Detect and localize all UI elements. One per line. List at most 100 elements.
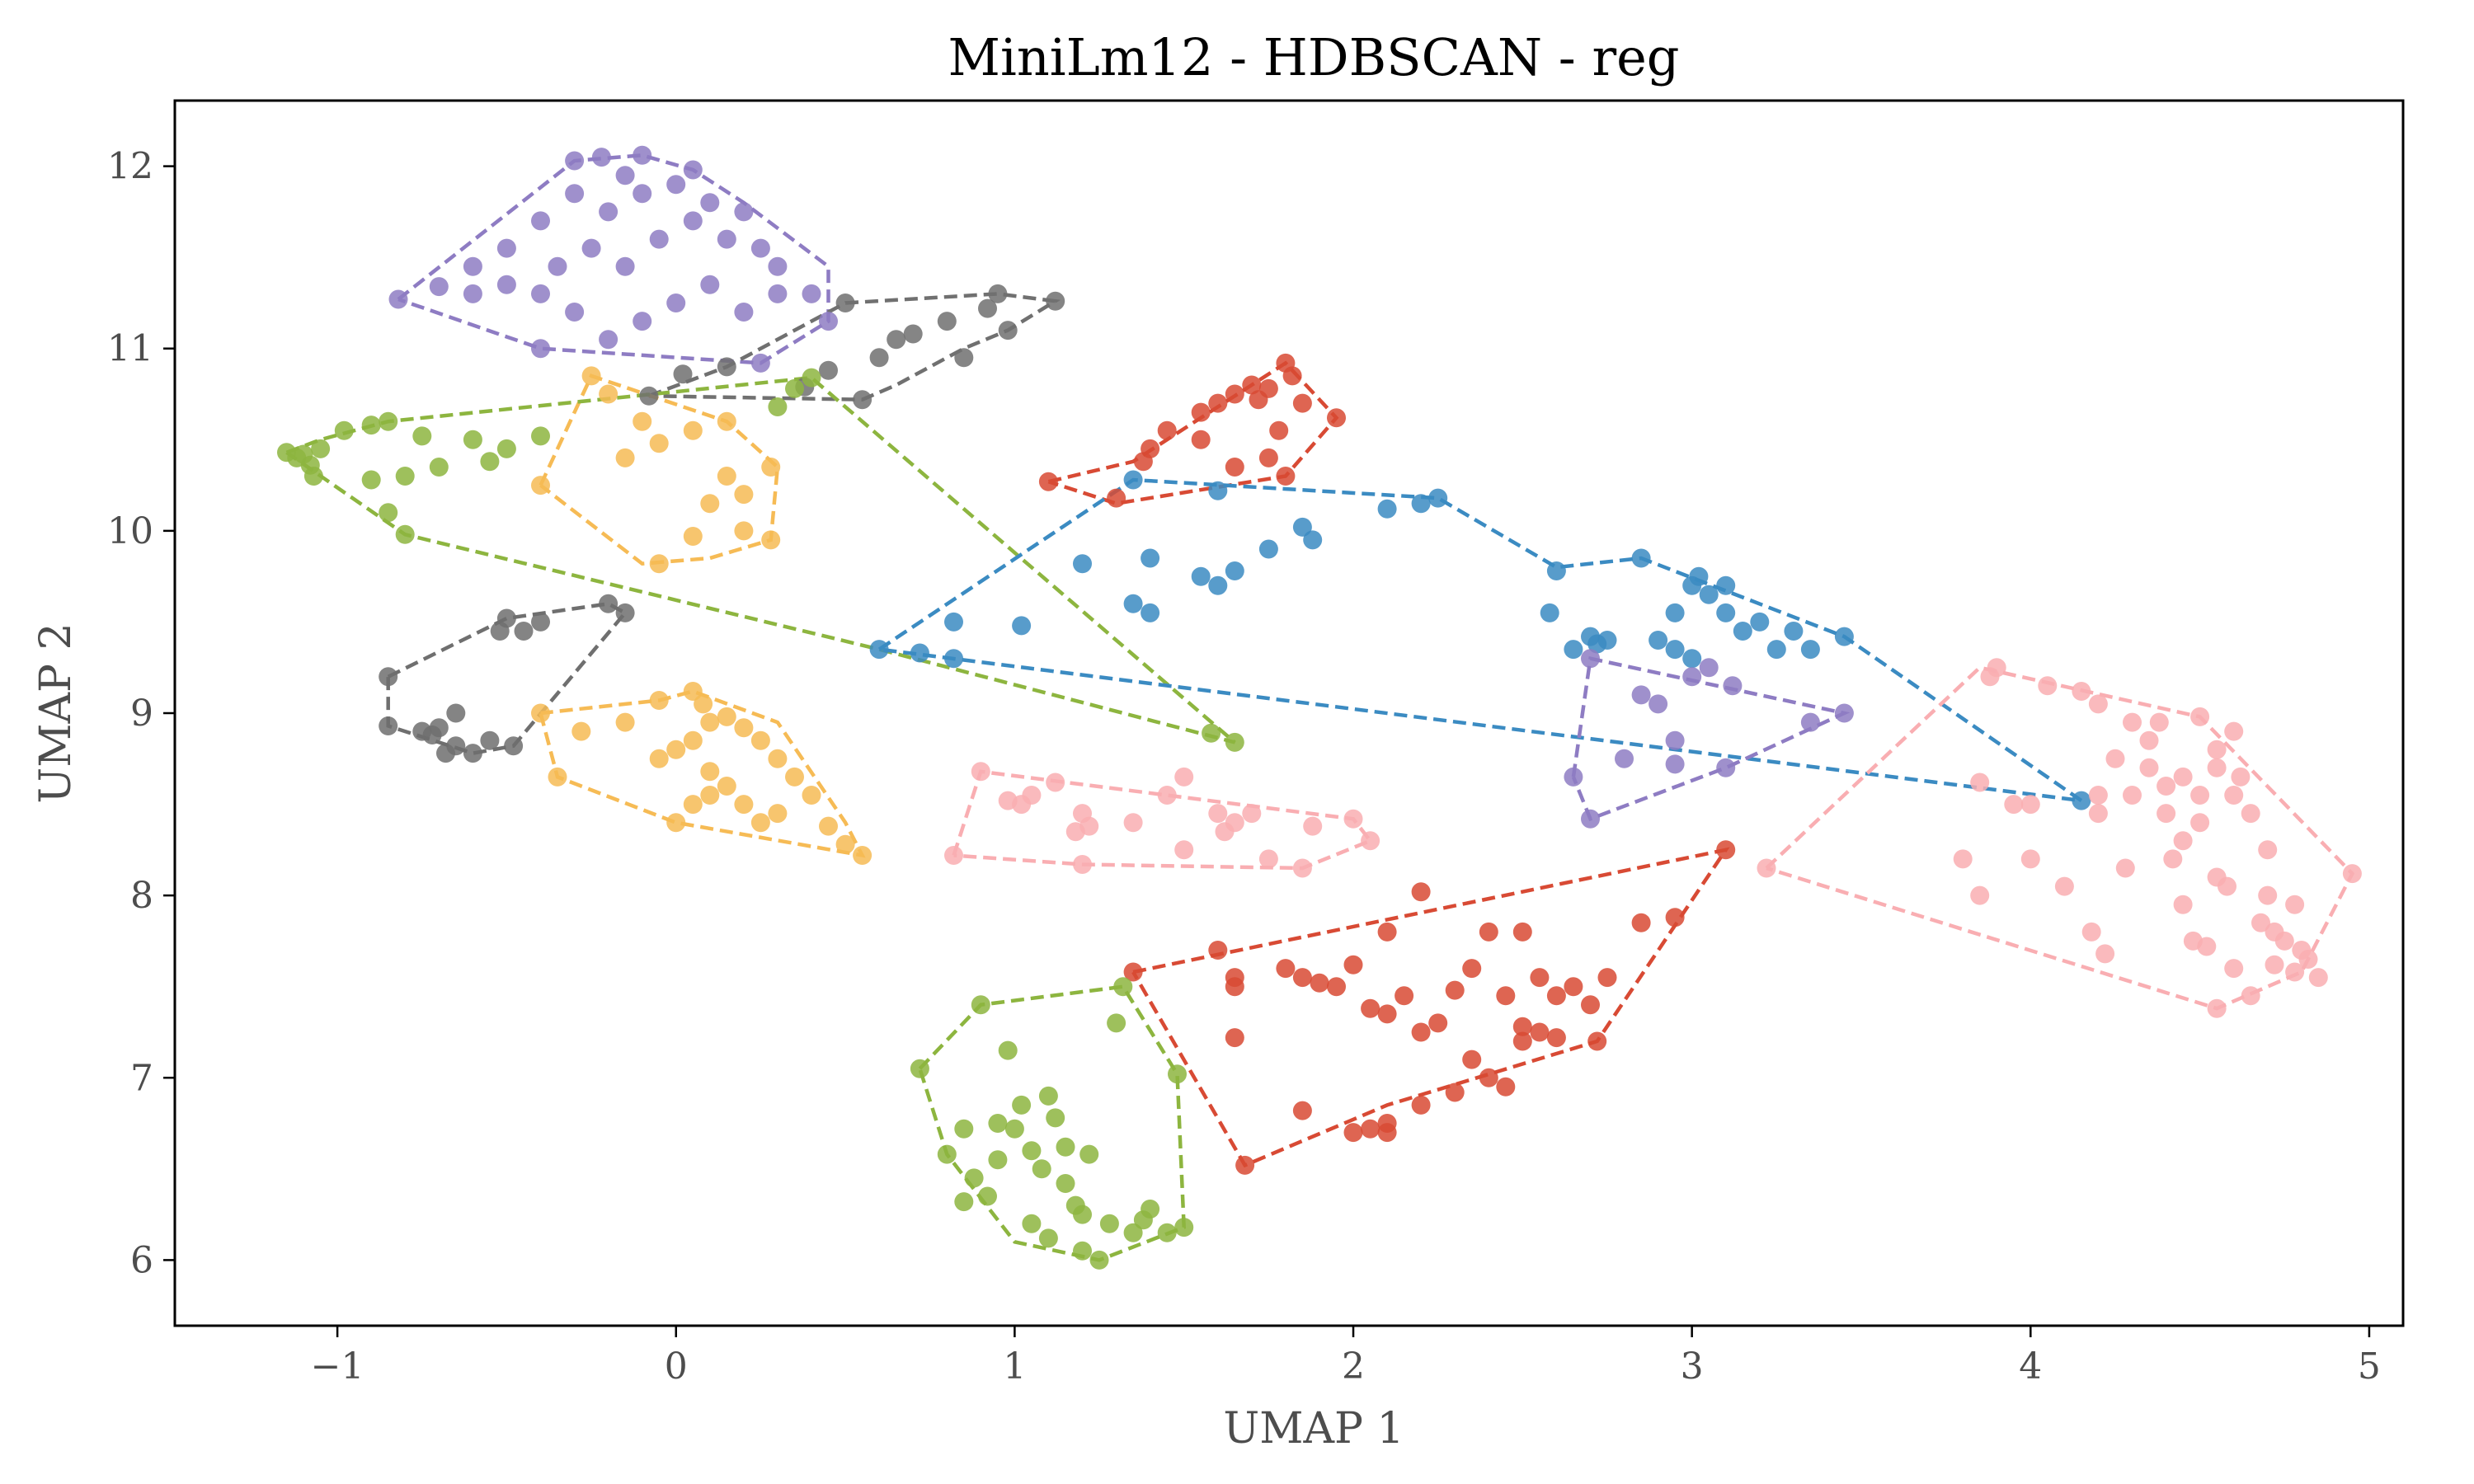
cluster-6-point xyxy=(1723,676,1743,696)
cluster-12-point xyxy=(2207,998,2227,1018)
cluster-hull-6 xyxy=(1571,655,1851,822)
y-tick-label: 10 xyxy=(107,510,153,552)
cluster-2-point xyxy=(683,527,703,546)
cluster-10-point xyxy=(1716,840,1736,860)
cluster-hulls xyxy=(285,153,2355,1262)
cluster-12-point xyxy=(2081,922,2101,942)
cluster-11-point xyxy=(1022,1214,1042,1233)
cluster-8-point xyxy=(683,682,703,701)
cluster-3-point xyxy=(1225,732,1244,752)
cluster-10-point xyxy=(1208,941,1228,960)
cluster-8-point xyxy=(768,749,788,768)
cluster-12-point xyxy=(2088,694,2108,714)
cluster-2-point xyxy=(581,366,601,386)
y-axis-ticks: 6 7 8 9 10 11 12 xyxy=(107,146,175,1281)
cluster-10-point xyxy=(1496,986,1516,1006)
cluster-0-point xyxy=(768,284,788,303)
cluster-11-point xyxy=(1038,1228,1058,1248)
cluster-10-point xyxy=(1496,1077,1516,1097)
cluster-2-point xyxy=(615,448,635,467)
cluster-12-point xyxy=(2038,676,2058,696)
cluster-5-point xyxy=(2072,791,2091,810)
cluster-11-point xyxy=(1032,1159,1051,1179)
y-tick-label: 6 xyxy=(130,1239,153,1281)
cluster-9-point xyxy=(1303,816,1323,836)
cluster-5-point xyxy=(1597,631,1617,650)
cluster-5-point xyxy=(1716,603,1736,622)
cluster-4-point xyxy=(1141,439,1160,458)
cluster-12-point xyxy=(2088,786,2108,805)
cluster-hull-3 xyxy=(285,375,1236,744)
cluster-hull-7 xyxy=(386,601,628,755)
cluster-0-point xyxy=(649,229,669,249)
cluster-11-point xyxy=(1056,1137,1075,1157)
cluster-0-point xyxy=(717,229,736,249)
cluster-8-point xyxy=(785,767,804,787)
cluster-10-point xyxy=(1377,1123,1397,1143)
cluster-12-point xyxy=(2258,885,2278,905)
cluster-5-point xyxy=(1689,566,1709,586)
cluster-0-point xyxy=(565,184,585,204)
cluster-6-point xyxy=(1564,767,1583,787)
y-tick-label: 11 xyxy=(107,328,153,370)
cluster-6-point xyxy=(1581,649,1600,669)
cluster-0-point xyxy=(615,256,635,276)
cluster-12-point xyxy=(2123,712,2142,732)
cluster-1-point xyxy=(717,357,736,377)
cluster-8-point xyxy=(734,718,754,738)
cluster-11-point xyxy=(978,1186,997,1206)
cluster-2-point xyxy=(761,530,781,550)
cluster-3-point xyxy=(802,368,821,387)
cluster-12-point xyxy=(2139,758,2159,777)
cluster-4-point xyxy=(1276,467,1296,486)
cluster-5-point xyxy=(869,640,889,660)
cluster-1-point xyxy=(819,360,838,380)
cluster-11-point xyxy=(1133,1210,1153,1230)
cluster-5-point xyxy=(910,643,929,663)
cluster-5-point xyxy=(1540,603,1559,622)
cluster-12-point xyxy=(2251,913,2270,932)
cluster-5-point xyxy=(1665,603,1685,622)
cluster-0-point xyxy=(666,175,686,195)
cluster-9-point xyxy=(1292,858,1312,878)
x-tick-label: 5 xyxy=(2358,1345,2381,1388)
cluster-9-point xyxy=(1242,804,1262,824)
chart-title: MiniLm12 - HDBSCAN - reg xyxy=(948,27,1680,87)
cluster-10-point xyxy=(1395,986,1414,1006)
cluster-8-point xyxy=(649,691,669,710)
cluster-8-point xyxy=(666,740,686,759)
cluster-2-point xyxy=(649,554,669,574)
cluster-6-point xyxy=(1682,667,1702,687)
cluster-4-point xyxy=(1157,420,1177,440)
cluster-3-point xyxy=(1202,723,1221,743)
cluster-11-point xyxy=(1004,1119,1024,1139)
cluster-5-point xyxy=(1631,548,1651,568)
cluster-0-point xyxy=(700,275,720,294)
cluster-12-point xyxy=(2105,749,2125,768)
cluster-12-point xyxy=(2190,786,2210,805)
cluster-0-point xyxy=(463,284,482,303)
cluster-0-point xyxy=(496,275,516,294)
cluster-8-point xyxy=(615,712,635,732)
x-tick-label: 4 xyxy=(2019,1345,2042,1388)
cluster-2-point xyxy=(734,521,754,541)
cluster-7-point xyxy=(379,667,398,687)
cluster-12-point xyxy=(2224,786,2244,805)
cluster-12-point xyxy=(2163,849,2183,869)
cluster-11-point xyxy=(964,1168,984,1188)
cluster-1-point xyxy=(673,364,693,384)
cluster-5-point xyxy=(1208,575,1228,595)
cluster-7-point xyxy=(514,622,534,641)
cluster-3-point xyxy=(395,467,415,486)
cluster-12-point xyxy=(2197,937,2217,956)
cluster-12-point xyxy=(2139,730,2159,750)
cluster-4-point xyxy=(1292,393,1312,413)
cluster-12-point xyxy=(2298,950,2318,969)
cluster-8-point xyxy=(571,721,591,741)
cluster-10-point xyxy=(1123,962,1143,982)
cluster-2-point xyxy=(599,384,618,404)
cluster-9-point xyxy=(1065,822,1085,842)
cluster-5-point xyxy=(1699,585,1719,604)
cluster-12-point xyxy=(1970,773,1990,792)
cluster-8-point xyxy=(700,762,720,782)
